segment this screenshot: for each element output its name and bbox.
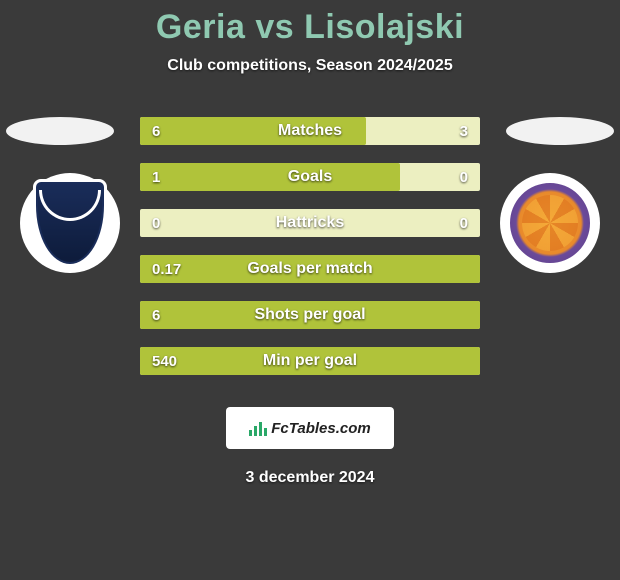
page-title: Geria vs Lisolajski <box>0 0 620 47</box>
stat-label: Hattricks <box>140 214 480 232</box>
ellipse-left <box>6 117 114 145</box>
stat-row: 6Matches3 <box>140 117 480 145</box>
team-badge-right <box>500 173 600 273</box>
stat-row: 540Min per goal <box>140 347 480 375</box>
melbourne-victory-crest-icon <box>33 179 107 267</box>
stat-label: Goals <box>140 168 480 186</box>
stat-label: Shots per goal <box>140 306 480 324</box>
player-left-name: Geria <box>156 8 245 46</box>
site-logo: FcTables.com <box>226 407 394 449</box>
site-name: FcTables.com <box>271 420 370 437</box>
ellipse-right <box>506 117 614 145</box>
subtitle: Club competitions, Season 2024/2025 <box>0 57 620 75</box>
stat-row: 6Shots per goal <box>140 301 480 329</box>
team-badge-left <box>20 173 120 273</box>
player-right-name: Lisolajski <box>304 8 464 46</box>
stat-row: 0.17Goals per match <box>140 255 480 283</box>
stat-row: 0Hattricks0 <box>140 209 480 237</box>
stat-row: 1Goals0 <box>140 163 480 191</box>
infographic-container: Geria vs Lisolajski Club competitions, S… <box>0 0 620 580</box>
vs-separator: vs <box>255 8 294 46</box>
chart-bars-icon <box>249 420 267 436</box>
stat-label: Goals per match <box>140 260 480 278</box>
stat-value-right: 0 <box>460 169 468 186</box>
stat-label: Matches <box>140 122 480 140</box>
stat-value-right: 3 <box>460 123 468 140</box>
stat-label: Min per goal <box>140 352 480 370</box>
perth-glory-crest-icon <box>508 181 592 265</box>
stat-bars: 6Matches31Goals00Hattricks00.17Goals per… <box>140 117 480 393</box>
stat-value-right: 0 <box>460 215 468 232</box>
date-line: 3 december 2024 <box>0 469 620 487</box>
